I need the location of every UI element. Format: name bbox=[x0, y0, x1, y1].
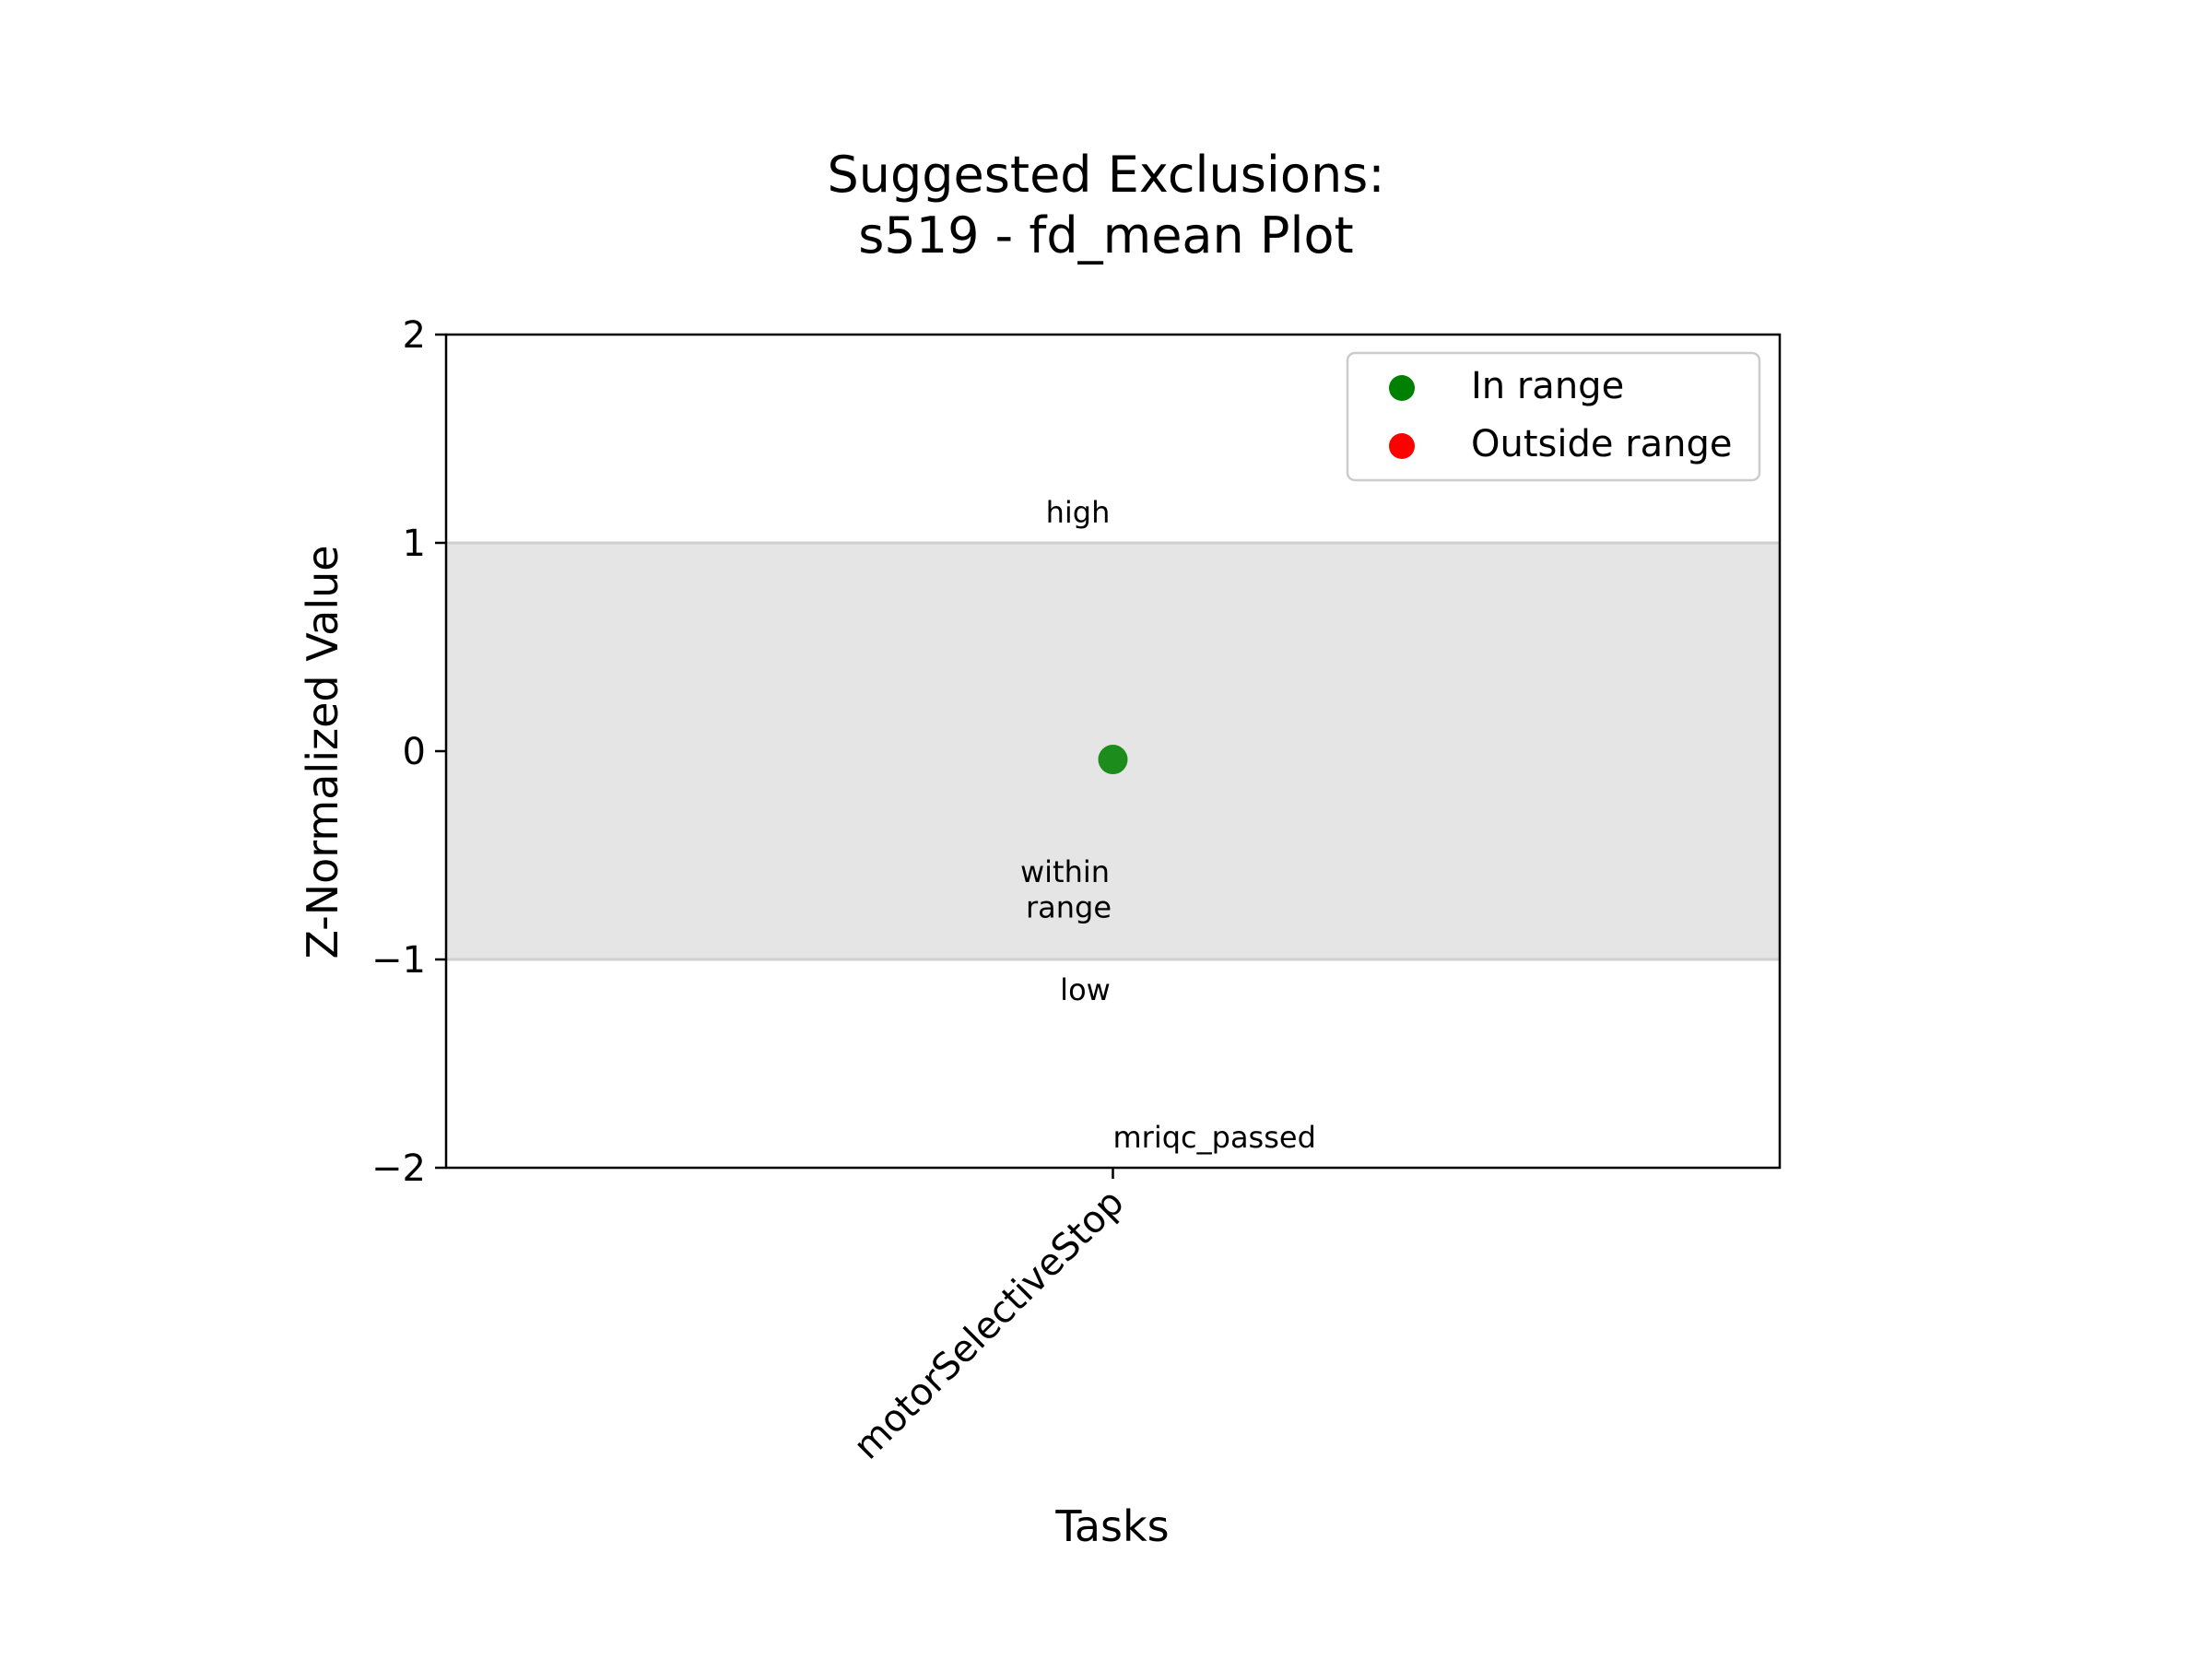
data-points bbox=[1098, 745, 1128, 775]
x-tick-label: motorSelectiveStop bbox=[846, 1182, 1133, 1468]
annotation-high: high bbox=[1046, 495, 1111, 530]
legend-label-outside-range: Outside range bbox=[1471, 423, 1733, 465]
y-tick-label: 0 bbox=[403, 731, 426, 773]
x-axis-label: Tasks bbox=[1054, 1501, 1169, 1551]
legend-marker-in-range bbox=[1389, 375, 1415, 401]
y-axis: −2 −1 0 1 2 bbox=[371, 314, 446, 1190]
y-axis-label: Z-Normalized Value bbox=[298, 545, 347, 959]
chart-title-line-1: Suggested Exclusions: bbox=[827, 146, 1384, 204]
y-tick-label: 2 bbox=[403, 314, 426, 357]
y-tick-label: −1 bbox=[371, 939, 426, 982]
annotation-mriqc-passed: mriqc_passed bbox=[1113, 1120, 1316, 1155]
annotation-within-line-2: range bbox=[1026, 890, 1112, 925]
legend-box bbox=[1346, 351, 1761, 482]
legend: In range Outside range bbox=[1346, 351, 1761, 482]
legend-marker-outside-range bbox=[1389, 433, 1415, 459]
y-tick-label: 1 bbox=[403, 523, 426, 565]
data-point bbox=[1098, 745, 1128, 775]
annotation-within-line-1: within bbox=[1020, 854, 1110, 889]
annotation-low: low bbox=[1060, 972, 1111, 1007]
legend-label-in-range: In range bbox=[1471, 365, 1624, 407]
y-tick-label: −2 bbox=[371, 1147, 426, 1190]
x-axis: motorSelectiveStop bbox=[846, 1168, 1133, 1468]
chart-title-line-2: s519 - fd_mean Plot bbox=[858, 206, 1353, 265]
